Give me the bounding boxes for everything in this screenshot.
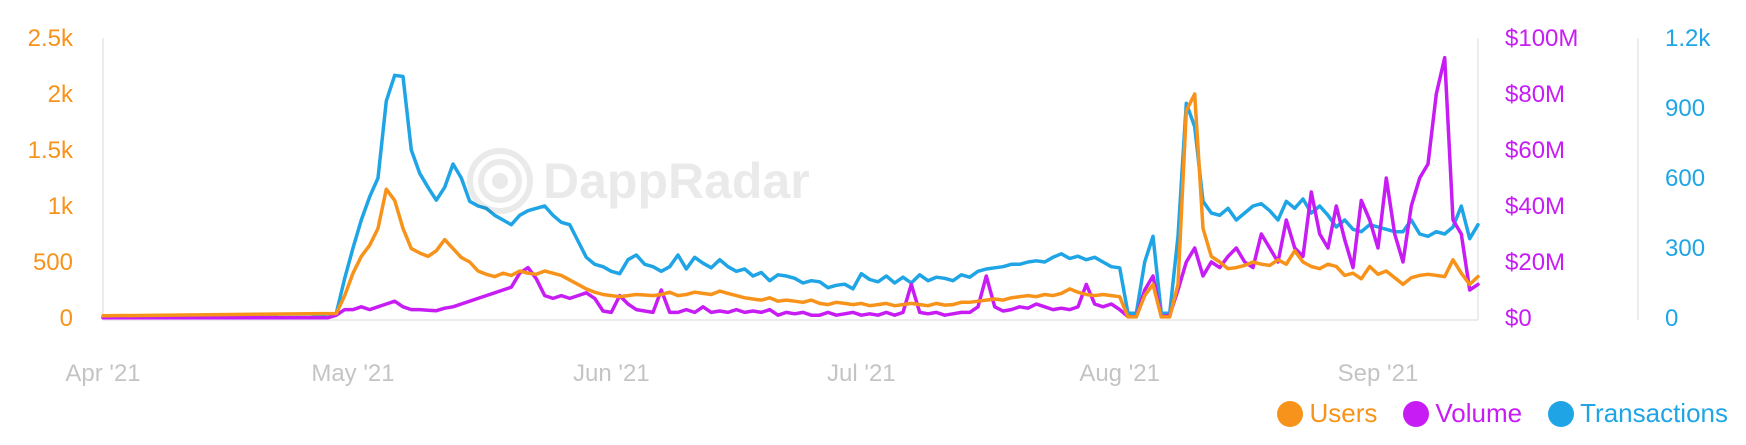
volume-axis-tick-label: $20M <box>1505 249 1565 276</box>
x-axis-tick-label: Aug '21 <box>1079 360 1160 387</box>
legend-users-label: Users <box>1309 398 1378 428</box>
x-axis-tick-label: Jun '21 <box>573 360 650 387</box>
legend-transactions-label: Transactions <box>1580 398 1728 428</box>
x-axis-tick-label: Sep '21 <box>1338 360 1419 387</box>
transactions-axis-tick-label: 0 <box>1665 305 1678 332</box>
volume-axis-tick-label: $60M <box>1505 137 1565 164</box>
transactions-axis-tick-label: 300 <box>1665 235 1705 262</box>
x-axis-tick-label: Apr '21 <box>65 360 140 387</box>
tick-labels: 0 500 1k 1.5k 2k 2.5k $0 $20M $40M $60M $80M $100M 0… <box>28 25 1712 387</box>
series-line-volume[interactable] <box>101 55 1480 320</box>
series-line-users[interactable] <box>101 92 1480 319</box>
users-axis-tick-label: 2k <box>48 81 74 108</box>
chart-legend: Users Volume Transactions <box>1277 398 1728 429</box>
volume-axis-tick-label: $100M <box>1505 25 1578 52</box>
users-axis-tick-label: 1.5k <box>28 137 74 164</box>
users-axis-tick-label: 2.5k <box>28 25 74 52</box>
axis-lines <box>102 38 1639 321</box>
legend-item-transactions[interactable]: Transactions <box>1548 398 1728 429</box>
users-axis-tick-label: 500 <box>33 249 73 276</box>
users-axis-tick-label: 0 <box>60 305 73 332</box>
volume-axis-tick-label: $80M <box>1505 81 1565 108</box>
transactions-axis-tick-label: 900 <box>1665 95 1705 122</box>
series-lines <box>101 55 1480 320</box>
x-axis-tick-label: Jul '21 <box>827 360 896 387</box>
transactions-axis-tick-label: 1.2k <box>1665 25 1711 52</box>
legend-volume-dot-icon <box>1403 400 1430 427</box>
users-axis-tick-label: 1k <box>48 193 74 220</box>
x-axis-tick-label: May '21 <box>311 360 394 387</box>
legend-users-dot-icon <box>1277 400 1304 427</box>
volume-axis-tick-label: $0 <box>1505 305 1532 332</box>
series-line-transactions[interactable] <box>101 73 1480 320</box>
legend-volume-label: Volume <box>1435 398 1523 428</box>
volume-axis-tick-label: $40M <box>1505 193 1565 220</box>
legend-item-users[interactable]: Users <box>1277 398 1377 429</box>
legend-transactions-dot-icon <box>1548 400 1575 427</box>
legend-item-volume[interactable]: Volume <box>1403 398 1522 429</box>
transactions-axis-tick-label: 600 <box>1665 165 1705 192</box>
